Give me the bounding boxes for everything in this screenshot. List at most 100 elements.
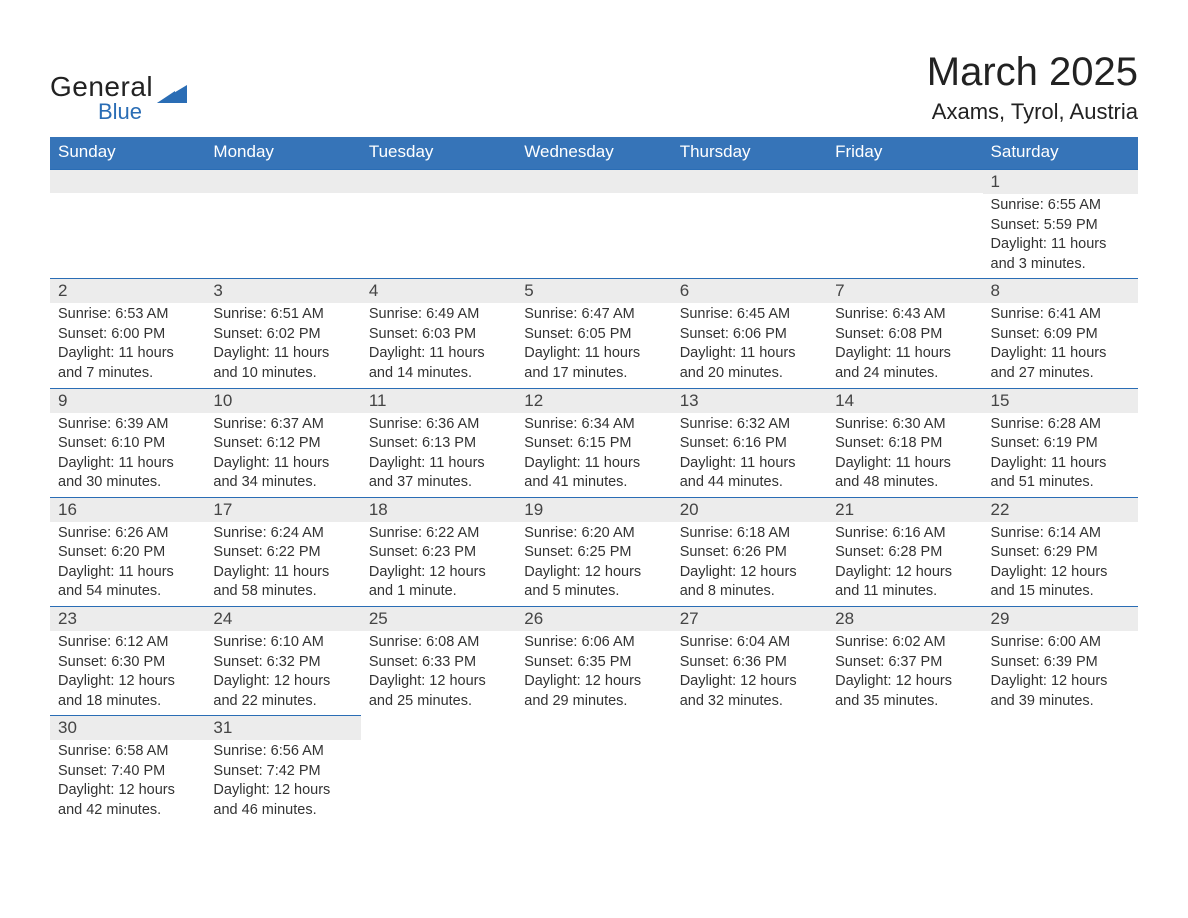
day-number: 10 [205, 388, 360, 413]
day-detail: Sunrise: 6:39 AMSunset: 6:10 PMDaylight:… [50, 413, 205, 497]
detail-line: Sunset: 7:42 PM [213, 762, 352, 782]
logo: General Blue [50, 71, 187, 125]
detail-line: Sunrise: 6:16 AM [835, 524, 974, 544]
detail-line: Sunrise: 6:08 AM [369, 633, 508, 653]
weekday-header: Friday [827, 137, 982, 169]
detail-value: 6:55 AM [1048, 197, 1101, 213]
detail-label: Sunrise: [213, 743, 266, 759]
detail-label: Sunrise: [835, 634, 888, 650]
calendar-cell: 17Sunrise: 6:24 AMSunset: 6:22 PMDayligh… [205, 497, 360, 606]
detail-line: Daylight: 12 hours and 32 minutes. [680, 672, 819, 711]
day-detail: Sunrise: 6:32 AMSunset: 6:16 PMDaylight:… [672, 413, 827, 497]
calendar-cell: 18Sunrise: 6:22 AMSunset: 6:23 PMDayligh… [361, 497, 516, 606]
detail-value: 6:19 PM [1044, 435, 1098, 451]
detail-label: Daylight: [524, 564, 580, 580]
detail-label: Daylight: [835, 673, 891, 689]
detail-value: 6:58 AM [115, 743, 168, 759]
detail-line: Sunset: 6:12 PM [213, 434, 352, 454]
day-number: 27 [672, 606, 827, 631]
detail-label: Sunset: [680, 326, 729, 342]
day-number: 14 [827, 388, 982, 413]
detail-line: Sunrise: 6:24 AM [213, 524, 352, 544]
detail-line: Sunset: 6:09 PM [991, 325, 1130, 345]
day-detail: Sunrise: 6:12 AMSunset: 6:30 PMDaylight:… [50, 631, 205, 715]
detail-value: 6:41 AM [1048, 306, 1101, 322]
calendar-cell: 9Sunrise: 6:39 AMSunset: 6:10 PMDaylight… [50, 388, 205, 497]
detail-value: 6:22 PM [267, 544, 321, 560]
weekday-header: Wednesday [516, 137, 671, 169]
detail-label: Sunset: [524, 654, 573, 670]
detail-value: 6:49 AM [426, 306, 479, 322]
detail-line: Sunrise: 6:12 AM [58, 633, 197, 653]
day-number: 3 [205, 278, 360, 303]
day-number: 26 [516, 606, 671, 631]
detail-label: Daylight: [369, 345, 425, 361]
calendar-cell: 23Sunrise: 6:12 AMSunset: 6:30 PMDayligh… [50, 606, 205, 715]
detail-label: Sunset: [369, 435, 418, 451]
detail-value: 6:02 AM [892, 634, 945, 650]
detail-line: Sunrise: 6:32 AM [680, 415, 819, 435]
detail-line: Sunset: 6:29 PM [991, 543, 1130, 563]
detail-label: Sunset: [58, 654, 107, 670]
detail-value: 6:06 PM [733, 326, 787, 342]
detail-label: Sunrise: [835, 525, 888, 541]
calendar-cell: 31Sunrise: 6:56 AMSunset: 7:42 PMDayligh… [205, 715, 360, 824]
detail-line: Sunrise: 6:51 AM [213, 305, 352, 325]
calendar-row: 16Sunrise: 6:26 AMSunset: 6:20 PMDayligh… [50, 497, 1138, 606]
detail-label: Sunset: [213, 544, 262, 560]
day-detail: Sunrise: 6:41 AMSunset: 6:09 PMDaylight:… [983, 303, 1138, 387]
detail-value: 6:45 AM [737, 306, 790, 322]
day-detail: Sunrise: 6:06 AMSunset: 6:35 PMDaylight:… [516, 631, 671, 715]
calendar-cell: 30Sunrise: 6:58 AMSunset: 7:40 PMDayligh… [50, 715, 205, 824]
detail-value: 6:14 AM [1048, 525, 1101, 541]
detail-label: Daylight: [213, 782, 269, 798]
detail-line: Sunset: 6:36 PM [680, 653, 819, 673]
day-number: 11 [361, 388, 516, 413]
detail-value: 6:05 PM [577, 326, 631, 342]
detail-line: Daylight: 11 hours and 3 minutes. [991, 235, 1130, 274]
detail-value: 6:26 AM [115, 525, 168, 541]
day-number: 2 [50, 278, 205, 303]
detail-label: Sunset: [369, 544, 418, 560]
detail-line: Daylight: 11 hours and 37 minutes. [369, 454, 508, 493]
header: General Blue March 2025 Axams, Tyrol, Au… [50, 50, 1138, 125]
detail-value: 6:29 PM [1044, 544, 1098, 560]
detail-label: Sunset: [835, 544, 884, 560]
calendar-cell: 22Sunrise: 6:14 AMSunset: 6:29 PMDayligh… [983, 497, 1138, 606]
day-detail: Sunrise: 6:55 AMSunset: 5:59 PMDaylight:… [983, 194, 1138, 278]
detail-value: 6:30 AM [892, 416, 945, 432]
day-detail: Sunrise: 6:08 AMSunset: 6:33 PMDaylight:… [361, 631, 516, 715]
detail-label: Daylight: [213, 345, 269, 361]
day-number: 22 [983, 497, 1138, 522]
detail-label: Sunrise: [213, 416, 266, 432]
detail-line: Daylight: 12 hours and 11 minutes. [835, 563, 974, 602]
day-detail: Sunrise: 6:02 AMSunset: 6:37 PMDaylight:… [827, 631, 982, 715]
detail-line: Daylight: 11 hours and 17 minutes. [524, 344, 663, 383]
detail-value: 6:30 PM [111, 654, 165, 670]
detail-line: Sunrise: 6:45 AM [680, 305, 819, 325]
detail-label: Daylight: [58, 564, 114, 580]
detail-label: Sunset: [213, 654, 262, 670]
detail-line: Sunrise: 6:06 AM [524, 633, 663, 653]
detail-line: Sunrise: 6:43 AM [835, 305, 974, 325]
day-number: 9 [50, 388, 205, 413]
detail-label: Sunrise: [369, 634, 422, 650]
detail-value: 6:24 AM [271, 525, 324, 541]
detail-label: Sunset: [524, 544, 573, 560]
day-detail: Sunrise: 6:10 AMSunset: 6:32 PMDaylight:… [205, 631, 360, 715]
detail-label: Sunset: [524, 326, 573, 342]
day-number: 20 [672, 497, 827, 522]
day-number: 28 [827, 606, 982, 631]
detail-line: Daylight: 12 hours and 29 minutes. [524, 672, 663, 711]
detail-line: Daylight: 12 hours and 35 minutes. [835, 672, 974, 711]
detail-value: 6:43 AM [892, 306, 945, 322]
calendar-cell-empty [672, 169, 827, 278]
weekday-header: Thursday [672, 137, 827, 169]
detail-line: Sunset: 6:13 PM [369, 434, 508, 454]
detail-line: Sunset: 6:19 PM [991, 434, 1130, 454]
calendar-cell-empty [983, 715, 1138, 824]
day-number: 8 [983, 278, 1138, 303]
day-detail: Sunrise: 6:24 AMSunset: 6:22 PMDaylight:… [205, 522, 360, 606]
calendar-cell: 24Sunrise: 6:10 AMSunset: 6:32 PMDayligh… [205, 606, 360, 715]
detail-line: Sunset: 6:20 PM [58, 543, 197, 563]
